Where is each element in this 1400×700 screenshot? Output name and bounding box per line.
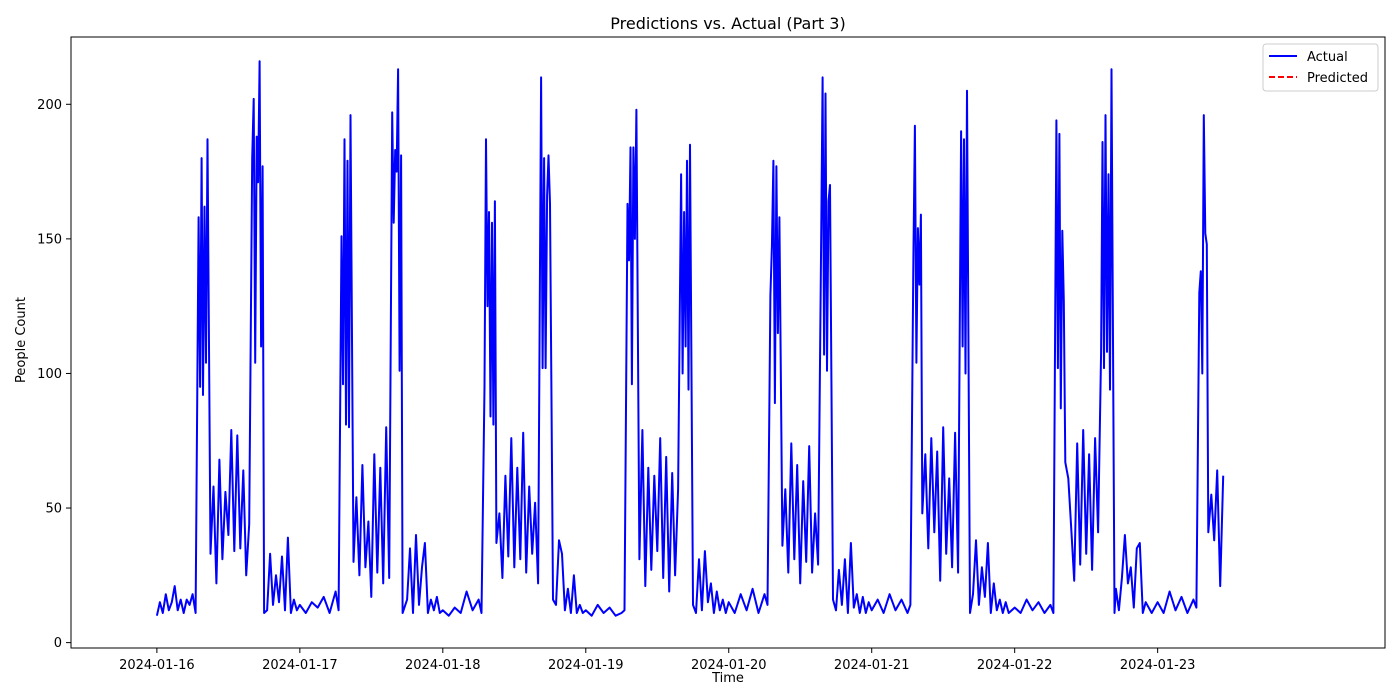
x-tick-label: 2024-01-19 bbox=[548, 658, 624, 673]
x-axis-label: Time bbox=[711, 671, 744, 686]
y-tick-label: 0 bbox=[54, 636, 62, 651]
y-tick-label: 100 bbox=[37, 367, 62, 382]
y-axis-label: People Count bbox=[14, 297, 29, 383]
legend: Actual Predicted bbox=[1262, 43, 1379, 92]
x-tick-label: 2024-01-23 bbox=[1120, 658, 1196, 673]
x-axis-ticks: 2024-01-16 2024-01-17 2024-01-18 2024-01-19… bbox=[119, 648, 1195, 673]
x-tick-label: 2024-01-21 bbox=[834, 658, 910, 673]
legend-label-actual: Actual bbox=[1307, 50, 1348, 65]
x-tick-label: 2024-01-18 bbox=[405, 658, 481, 673]
y-tick-label: 50 bbox=[45, 502, 62, 517]
legend-label-predicted: Predicted bbox=[1307, 71, 1368, 86]
series-layer bbox=[155, 60, 1225, 617]
series-line-actual bbox=[155, 60, 1225, 617]
y-axis-ticks: 0 50 100 150 200 bbox=[37, 98, 71, 651]
x-tick-label: 2024-01-16 bbox=[119, 658, 195, 673]
y-tick-label: 150 bbox=[37, 232, 62, 247]
x-tick-label: 2024-01-22 bbox=[977, 658, 1053, 673]
y-tick-label: 200 bbox=[37, 98, 62, 113]
chart-title: Predictions vs. Actual (Part 3) bbox=[610, 14, 845, 33]
plot-area bbox=[70, 36, 1386, 649]
x-tick-label: 2024-01-17 bbox=[262, 658, 338, 673]
x-tick-label: 2024-01-20 bbox=[691, 658, 767, 673]
axes-frame bbox=[70, 36, 1386, 649]
